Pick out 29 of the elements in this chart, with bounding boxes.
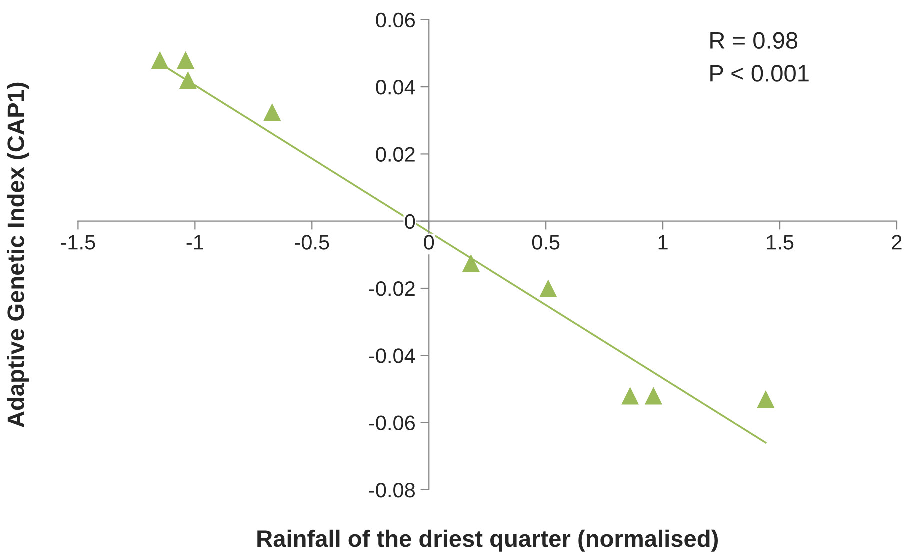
- point: [644, 387, 662, 405]
- point: [177, 51, 195, 69]
- x-tick-label: -0.5: [295, 235, 330, 250]
- y-tick-label: -0.02: [369, 282, 415, 296]
- y-tick-label: -0.08: [369, 482, 416, 498]
- point: [179, 72, 197, 90]
- x-tick-label: 1.5: [767, 235, 794, 250]
- annotation: P < 0.001: [710, 65, 809, 82]
- y-tick-label: 0.04: [376, 80, 416, 95]
- point: [757, 390, 775, 408]
- point: [462, 254, 480, 272]
- x-tick-label: 0: [424, 235, 434, 250]
- x-tick-label: 1: [658, 235, 668, 250]
- y-tick-label: 0.06: [376, 12, 416, 28]
- y-tick-label: -0.04: [369, 348, 416, 364]
- annotation: R = 0.98: [710, 32, 798, 49]
- x-tick-label: -1.5: [61, 235, 96, 250]
- point: [151, 51, 169, 69]
- y-tick-label: -0.06: [369, 416, 416, 431]
- x-axis-title: Rainfall of the driest quarter (normalised): [258, 530, 718, 552]
- y-axis-title: Adaptive Genetic Index (CAP1): [7, 82, 30, 428]
- x-tick-label: -1: [186, 235, 204, 250]
- point: [622, 387, 640, 405]
- point: [540, 280, 558, 298]
- x-tick-label: 2: [892, 235, 902, 250]
- x-tick-label: 0.5: [532, 235, 560, 250]
- point: [264, 103, 282, 122]
- y-tick-label: 0.02: [376, 147, 415, 162]
- y-tick-label: 0: [405, 214, 416, 230]
